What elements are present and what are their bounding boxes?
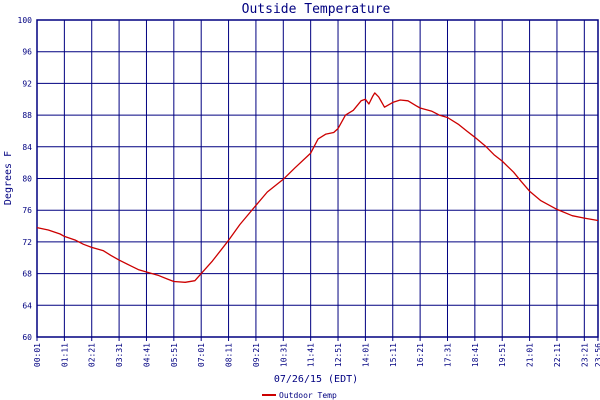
y-tick-label: 72 bbox=[22, 238, 32, 247]
x-tick-label: 09:21 bbox=[252, 343, 261, 367]
y-tick-label: 88 bbox=[22, 111, 32, 120]
y-tick-label: 60 bbox=[22, 333, 32, 342]
x-tick-label: 17:31 bbox=[443, 343, 452, 367]
y-tick-label: 64 bbox=[22, 301, 32, 310]
y-tick-label: 84 bbox=[22, 143, 32, 152]
y-tick-label: 68 bbox=[22, 270, 32, 279]
chart-title: Outside Temperature bbox=[242, 2, 391, 17]
y-tick-label: 100 bbox=[18, 16, 33, 25]
x-tick-label: 01:11 bbox=[60, 343, 69, 367]
x-tick-label: 16:21 bbox=[416, 343, 425, 367]
y-tick-label: 76 bbox=[22, 206, 32, 215]
x-tick-label: 02:21 bbox=[88, 343, 97, 367]
x-tick-label: 03:31 bbox=[115, 343, 124, 367]
x-tick-label: 22:11 bbox=[553, 343, 562, 367]
y-tick-labels: 60 64 68 72 76 80 84 88 92 96 100 bbox=[18, 16, 33, 342]
x-tick-label: 19:51 bbox=[498, 343, 507, 367]
x-tick-label: 05:51 bbox=[170, 343, 179, 367]
x-tick-label: 08:11 bbox=[225, 343, 234, 367]
x-tick-label: 10:31 bbox=[279, 343, 288, 367]
y-tick-label: 92 bbox=[22, 79, 32, 88]
x-tick-label: 12:51 bbox=[334, 343, 343, 367]
x-tick-label: 00:01 bbox=[33, 343, 42, 367]
legend: Outdoor Temp bbox=[262, 391, 337, 400]
x-tick-label: 15:11 bbox=[389, 343, 398, 367]
y-tick-label: 96 bbox=[22, 48, 32, 57]
plot-frame bbox=[36, 19, 599, 338]
x-tick-label: 21:01 bbox=[526, 343, 535, 367]
y-tick-label: 80 bbox=[22, 175, 32, 184]
x-tick-labels: 00:01 01:11 02:21 03:31 04:41 05:51 07:01 08:11… bbox=[33, 343, 600, 367]
series-layer bbox=[36, 92, 599, 283]
legend-label: Outdoor Temp bbox=[279, 391, 337, 400]
x-tick-label: 14:01 bbox=[361, 343, 370, 367]
x-axis-label: 07/26/15 (EDT) bbox=[274, 374, 358, 385]
x-tick-label: 23:56 bbox=[594, 343, 600, 367]
y-axis-label: Degrees F bbox=[3, 151, 14, 205]
x-tick-label: 04:41 bbox=[142, 343, 151, 367]
grid bbox=[36, 19, 599, 341]
x-tick-label: 07:01 bbox=[197, 343, 206, 367]
x-tick-label: 18:41 bbox=[471, 343, 480, 367]
series-line bbox=[36, 92, 599, 283]
x-tick-label: 23:21 bbox=[580, 343, 589, 367]
x-tick-label: 11:41 bbox=[307, 343, 316, 367]
